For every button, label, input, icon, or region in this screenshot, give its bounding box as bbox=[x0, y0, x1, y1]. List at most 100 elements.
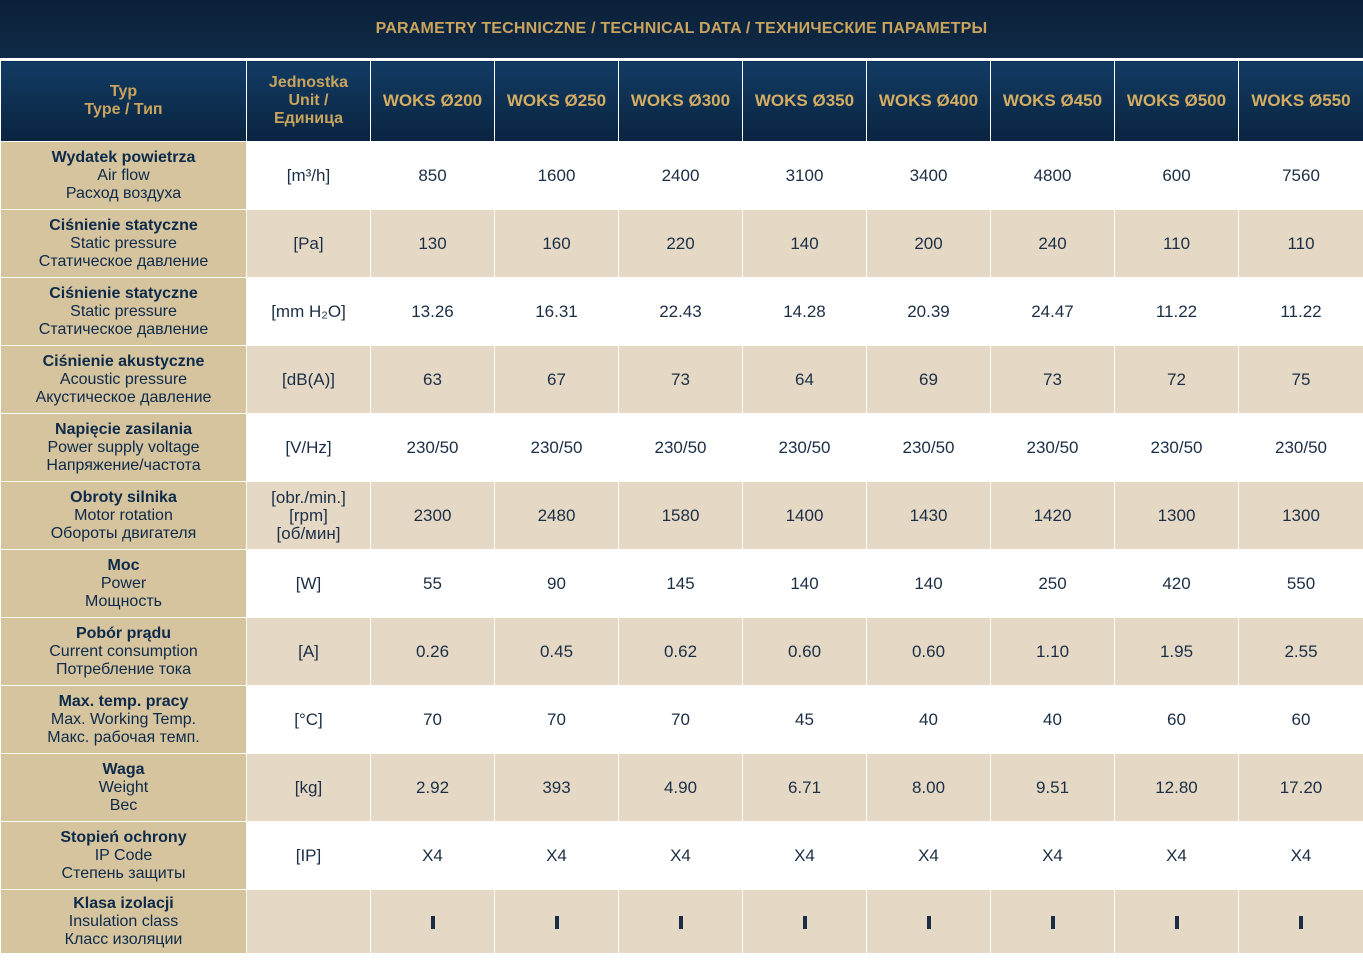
value-cell: 600 bbox=[1114, 141, 1239, 210]
value-cell: 230/50 bbox=[990, 413, 1115, 482]
value-cell: 230/50 bbox=[370, 413, 495, 482]
insulation-class-mark bbox=[554, 915, 559, 929]
parameter-label: Ciśnienie akustyczne Acoustic pressure Аку… bbox=[0, 345, 247, 414]
parameter-label-pl: Moc bbox=[107, 556, 140, 574]
table-row: Moc Power Мощность [W] 55 90 145 140 140 250 420 55… bbox=[0, 549, 1363, 618]
parameter-label-ru: Обороты двигателя bbox=[50, 524, 197, 542]
value-cell: 69 bbox=[866, 345, 991, 414]
table-row: Klasa izolacji Insulation class Класс изол… bbox=[0, 889, 1363, 954]
insulation-class-cell bbox=[1238, 889, 1363, 954]
table-row: Max. temp. pracy Max. Working Temp. Макс. … bbox=[0, 685, 1363, 754]
unit-text: [kg] bbox=[294, 777, 323, 797]
parameter-label: Ciśnienie statyczne Static pressure Статич… bbox=[0, 209, 247, 278]
insulation-class-cell bbox=[618, 889, 743, 954]
insulation-class-mark bbox=[1050, 915, 1055, 929]
type-header-pl: Typ bbox=[109, 83, 138, 100]
value-cell: 1600 bbox=[494, 141, 619, 210]
model-header: WOKS Ø450 bbox=[990, 60, 1115, 142]
parameter-label-pl: Wydatek powietrza bbox=[51, 148, 196, 166]
value-cell: 8.00 bbox=[866, 753, 991, 822]
type-header-en-ru: Type / Тип bbox=[84, 101, 163, 118]
parameter-label: Moc Power Мощность bbox=[0, 549, 247, 618]
parameter-label-pl: Max. temp. pracy bbox=[58, 692, 189, 710]
unit-text: [W] bbox=[295, 573, 322, 593]
table-row: Waga Weight Вес [kg] 2.92 393 4.90 6.71 8.00 9.51… bbox=[0, 753, 1363, 822]
value-cell: 220 bbox=[618, 209, 743, 278]
value-cell: 230/50 bbox=[742, 413, 867, 482]
value-cell: 160 bbox=[494, 209, 619, 278]
parameter-label-en: Max. Working Temp. bbox=[50, 710, 197, 728]
value-cell: 145 bbox=[618, 549, 743, 618]
value-cell: 64 bbox=[742, 345, 867, 414]
insulation-class-mark bbox=[1174, 915, 1179, 929]
unit-text: [A] bbox=[298, 641, 319, 661]
insulation-class-cell bbox=[742, 889, 867, 954]
value-cell: X4 bbox=[618, 821, 743, 890]
value-cell: 40 bbox=[866, 685, 991, 754]
unit-text: [Pa] bbox=[293, 233, 324, 253]
unit-cell: [V/Hz] bbox=[246, 413, 371, 482]
parameter-label-pl: Pobór prądu bbox=[75, 624, 172, 642]
value-cell: X4 bbox=[1114, 821, 1239, 890]
parameter-label-pl: Ciśnienie statyczne bbox=[49, 216, 198, 234]
value-cell: 2.92 bbox=[370, 753, 495, 822]
parameter-label-pl: Waga bbox=[102, 760, 145, 778]
parameter-label-en: Insulation class bbox=[68, 912, 179, 930]
table-row: Ciśnienie akustyczne Acoustic pressure Аку… bbox=[0, 345, 1363, 414]
parameter-label-pl: Napięcie zasilania bbox=[55, 420, 192, 438]
value-cell: 3100 bbox=[742, 141, 867, 210]
value-cell: 67 bbox=[494, 345, 619, 414]
value-cell: 230/50 bbox=[1114, 413, 1239, 482]
model-header: WOKS Ø200 bbox=[370, 60, 495, 142]
value-cell: 24.47 bbox=[990, 277, 1115, 346]
unit-cell: [kg] bbox=[246, 753, 371, 822]
header-row: Typ Type / Тип Jednostka Unit / Единица … bbox=[0, 60, 1363, 142]
value-cell: 200 bbox=[866, 209, 991, 278]
value-cell: 0.60 bbox=[742, 617, 867, 686]
parameter-label-en: IP Code bbox=[94, 846, 153, 864]
unit-cell: [A] bbox=[246, 617, 371, 686]
value-cell: 0.62 bbox=[618, 617, 743, 686]
value-cell: 230/50 bbox=[1238, 413, 1363, 482]
unit-cell: [W] bbox=[246, 549, 371, 618]
value-cell: 20.39 bbox=[866, 277, 991, 346]
unit-text: [m³/h] bbox=[286, 165, 331, 185]
model-header: WOKS Ø350 bbox=[742, 60, 867, 142]
value-cell: 1430 bbox=[866, 481, 991, 550]
value-cell: 4.90 bbox=[618, 753, 743, 822]
parameter-label-en: Motor rotation bbox=[74, 506, 173, 524]
value-cell: 2400 bbox=[618, 141, 743, 210]
model-header: WOKS Ø550 bbox=[1238, 60, 1363, 142]
value-cell: 1300 bbox=[1114, 481, 1239, 550]
value-cell: 0.45 bbox=[494, 617, 619, 686]
parameter-label: Waga Weight Вес bbox=[0, 753, 247, 822]
model-header: WOKS Ø250 bbox=[494, 60, 619, 142]
parameter-label-en: Air flow bbox=[97, 166, 150, 184]
value-cell: X4 bbox=[370, 821, 495, 890]
value-cell: 2.55 bbox=[1238, 617, 1363, 686]
parameter-label-en: Static pressure bbox=[70, 234, 177, 252]
value-cell: 110 bbox=[1114, 209, 1239, 278]
value-cell: X4 bbox=[1238, 821, 1363, 890]
unit-cell: [Pa] bbox=[246, 209, 371, 278]
parameter-label-ru: Степень защиты bbox=[61, 864, 186, 882]
value-cell: 140 bbox=[742, 549, 867, 618]
parameter-label-ru: Потребление тока bbox=[55, 660, 192, 678]
value-cell: 16.31 bbox=[494, 277, 619, 346]
unit-cell: [obr./min.] [rpm] [об/мин] bbox=[246, 481, 371, 550]
unit-cell: [°C] bbox=[246, 685, 371, 754]
value-cell: 140 bbox=[742, 209, 867, 278]
value-cell: 9.51 bbox=[990, 753, 1115, 822]
parameter-label: Ciśnienie statyczne Static pressure Статич… bbox=[0, 277, 247, 346]
value-cell: 230/50 bbox=[494, 413, 619, 482]
value-cell: 4800 bbox=[990, 141, 1115, 210]
parameter-label-pl: Ciśnienie statyczne bbox=[49, 284, 198, 302]
value-cell: 0.26 bbox=[370, 617, 495, 686]
value-cell: 13.26 bbox=[370, 277, 495, 346]
parameter-label-ru: Мощность bbox=[85, 592, 162, 610]
parameter-label-en: Power bbox=[100, 574, 147, 592]
value-cell: 7560 bbox=[1238, 141, 1363, 210]
insulation-class-mark bbox=[1299, 915, 1303, 929]
model-header: WOKS Ø300 bbox=[618, 60, 743, 142]
